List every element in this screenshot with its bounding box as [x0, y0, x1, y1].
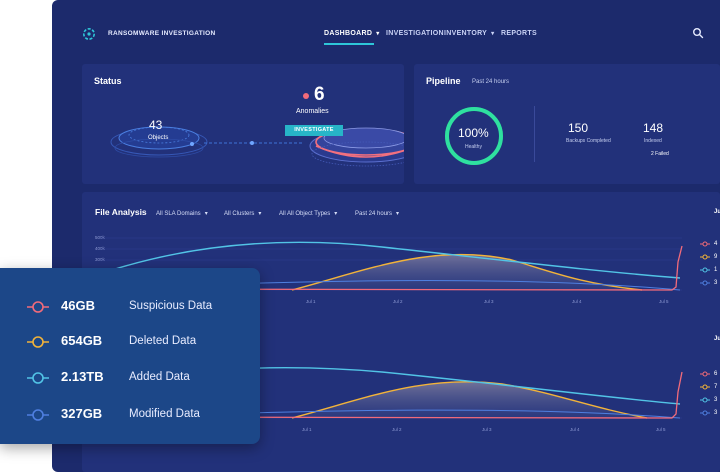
added-marker-icon [27, 372, 49, 384]
anomalies-label: Anomalies [296, 108, 329, 115]
y-tick-label: 400k [95, 246, 105, 251]
status-panel [82, 64, 404, 184]
nav-investigation[interactable]: INVESTIGATION [386, 30, 444, 37]
chevron-down-icon: ▾ [376, 31, 380, 37]
chevron-down-icon: ▾ [258, 211, 262, 217]
backups-label: Backups Completed [566, 138, 611, 144]
pipeline-divider [534, 106, 535, 162]
filter-time-range[interactable]: Past 24 hours ▾ [355, 210, 399, 217]
filter-time-range-label: Past 24 hours [355, 211, 393, 217]
filter-clusters[interactable]: All Clusters ▾ [224, 210, 261, 217]
pipeline-title: Pipeline [426, 76, 461, 86]
x-tick-label: Jul 5 [659, 299, 669, 304]
side-value: 3 [714, 410, 718, 416]
filter-object-types-label: All All Object Types [279, 211, 331, 217]
chevron-down-icon: ▾ [396, 211, 400, 217]
suspicious-data-line [99, 245, 683, 291]
chevron-down-icon: ▾ [491, 31, 495, 37]
side-header: Ju [714, 209, 720, 215]
nav-reports-label: REPORTS [501, 30, 537, 37]
objects-count: 43 [149, 118, 163, 132]
side-value: 3 [714, 397, 718, 403]
legend-value: 327GB [61, 406, 103, 421]
anomaly-dot [303, 93, 309, 99]
investigate-button[interactable]: INVESTIGATE [285, 125, 343, 136]
filter-object-types[interactable]: All All Object Types ▾ [279, 210, 337, 217]
search-icon[interactable] [692, 27, 704, 39]
side-value: 7 [714, 384, 718, 390]
nav-reports[interactable]: REPORTS [501, 30, 537, 37]
legend-value: 654GB [61, 333, 103, 348]
x-tick-label: Jul 3 [482, 427, 492, 432]
legend-label: Deleted Data [129, 335, 197, 347]
side-value: 4 [714, 241, 718, 247]
filter-clusters-label: All Clusters [224, 211, 255, 217]
legend-label: Suspicious Data [129, 300, 213, 312]
side-value: 6 [714, 371, 718, 377]
side-header-2: Ju [714, 336, 720, 342]
deleted-data-line-2 [291, 381, 648, 419]
failed-label: 2 Failed [651, 151, 669, 157]
side-legend-markers-2 [700, 371, 710, 416]
side-legend-markers [700, 241, 710, 286]
suspicious-marker-icon [27, 301, 49, 313]
side-value: 1 [714, 267, 718, 273]
chevron-down-icon: ▾ [204, 211, 208, 217]
x-tick-label: Jul 1 [302, 427, 312, 432]
x-tick-label: Jul 3 [484, 299, 494, 304]
objects-label: Objects [148, 135, 169, 141]
indexed-count: 148 [643, 121, 664, 135]
side-value: 3 [714, 280, 718, 286]
x-tick-label: Jul 4 [570, 427, 580, 432]
app-title: RANSOMWARE INVESTIGATION [108, 30, 216, 37]
chevron-down-icon: ▾ [334, 211, 338, 217]
suspicious-data-line-2 [99, 371, 683, 419]
pipeline-period: Past 24 hours [472, 79, 510, 85]
added-data-line [111, 241, 681, 279]
file-analysis-title: File Analysis [95, 207, 147, 217]
x-tick-label: Jul 2 [392, 427, 402, 432]
nav-inventory[interactable]: INVENTORY ▾ [444, 30, 494, 37]
top-bar: RANSOMWARE INVESTIGATION DASHBOARD ▾ INVE… [52, 0, 720, 62]
filter-sla-domains[interactable]: All SLA Domains ▾ [156, 210, 208, 217]
deleted-data-area-2 [292, 381, 647, 418]
backups-count: 150 [568, 121, 589, 135]
legend-value: 2.13TB [61, 369, 104, 384]
side-value: 9 [714, 254, 718, 260]
pipeline-panel [414, 64, 720, 184]
legend-card: 46GB Suspicious Data 654GB Deleted Data … [0, 268, 260, 444]
healthy-ring [445, 107, 503, 165]
nav-dashboard[interactable]: DASHBOARD ▾ [324, 30, 380, 45]
nav-inventory-label: INVENTORY [444, 30, 488, 37]
status-title: Status [94, 76, 122, 86]
x-tick-label: Jul 2 [393, 299, 403, 304]
indexed-label: Indexed [644, 138, 662, 144]
y-tick-label: 500k [95, 235, 105, 240]
filter-sla-domains-label: All SLA Domains [156, 211, 201, 217]
x-tick-label: Jul 1 [306, 299, 316, 304]
healthy-percent: 100% [458, 126, 489, 140]
healthy-label: Healthy [465, 144, 482, 150]
x-tick-label: Jul 5 [656, 427, 666, 432]
anomalies-count: 6 [314, 84, 325, 105]
app-logo-icon [83, 28, 95, 40]
legend-value: 46GB [61, 298, 95, 313]
legend-label: Modified Data [129, 408, 200, 420]
x-tick-label: Jul 4 [572, 299, 582, 304]
legend-label: Added Data [129, 371, 190, 383]
y-tick-label: 300k [95, 257, 105, 262]
nav-dashboard-label: DASHBOARD [324, 30, 373, 37]
deleted-data-line [291, 253, 643, 291]
status-illustration [110, 126, 404, 167]
nav-investigation-label: INVESTIGATION [386, 30, 444, 37]
deleted-marker-icon [27, 336, 49, 348]
modified-marker-icon [27, 409, 49, 421]
